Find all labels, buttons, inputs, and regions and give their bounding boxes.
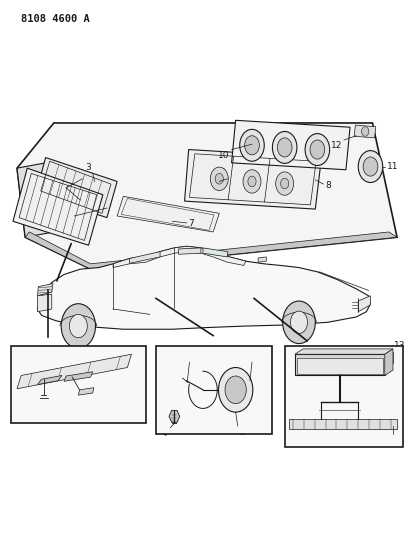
Text: 6: 6	[62, 214, 68, 223]
Bar	[288, 419, 396, 429]
Circle shape	[69, 314, 87, 338]
Bar	[155, 346, 272, 434]
Text: 12: 12	[330, 141, 341, 150]
Circle shape	[304, 134, 329, 165]
Polygon shape	[37, 246, 370, 329]
Polygon shape	[37, 294, 52, 312]
Polygon shape	[64, 372, 92, 381]
Polygon shape	[78, 387, 94, 395]
Circle shape	[247, 176, 256, 187]
Text: 1: 1	[184, 352, 190, 361]
Circle shape	[361, 127, 368, 136]
Polygon shape	[117, 196, 219, 232]
Bar	[296, 358, 382, 374]
Polygon shape	[113, 246, 245, 268]
Text: 8108 4600 A: 8108 4600 A	[21, 14, 90, 24]
Circle shape	[215, 173, 223, 184]
Text: 3: 3	[238, 427, 244, 437]
Polygon shape	[178, 248, 200, 254]
Bar	[294, 354, 384, 375]
Text: 2: 2	[253, 352, 258, 361]
Polygon shape	[357, 296, 370, 312]
Circle shape	[210, 167, 228, 190]
Text: 8: 8	[325, 181, 330, 190]
Polygon shape	[231, 120, 349, 169]
Text: 11: 11	[386, 162, 398, 171]
Text: 9: 9	[219, 168, 225, 177]
Polygon shape	[37, 375, 62, 384]
Circle shape	[244, 136, 259, 155]
Circle shape	[362, 157, 377, 176]
Text: 12: 12	[16, 407, 29, 416]
Polygon shape	[258, 257, 265, 262]
Polygon shape	[202, 248, 227, 257]
Polygon shape	[37, 284, 53, 296]
Bar	[11, 346, 145, 423]
Polygon shape	[13, 168, 103, 245]
Polygon shape	[35, 158, 117, 217]
Text: 10: 10	[218, 151, 229, 159]
Circle shape	[218, 368, 252, 412]
Circle shape	[290, 311, 307, 334]
Polygon shape	[17, 163, 54, 237]
Polygon shape	[17, 123, 396, 269]
Circle shape	[280, 178, 288, 189]
Polygon shape	[169, 410, 179, 422]
Circle shape	[309, 140, 324, 159]
Polygon shape	[384, 349, 392, 375]
Circle shape	[272, 132, 296, 164]
Polygon shape	[25, 232, 396, 269]
Text: 5: 5	[58, 183, 64, 192]
Circle shape	[276, 138, 291, 157]
Text: 7: 7	[188, 220, 194, 229]
Polygon shape	[184, 150, 321, 209]
Text: 14: 14	[393, 435, 405, 445]
Circle shape	[239, 130, 264, 161]
Circle shape	[61, 304, 95, 349]
Polygon shape	[129, 252, 160, 263]
Circle shape	[275, 172, 293, 195]
Circle shape	[225, 376, 246, 403]
Polygon shape	[17, 354, 131, 389]
Polygon shape	[294, 349, 392, 354]
Text: 13: 13	[393, 342, 405, 351]
Text: 4: 4	[162, 429, 167, 438]
Circle shape	[282, 301, 315, 344]
Bar	[284, 346, 402, 447]
Text: A: A	[26, 414, 31, 418]
Text: 3: 3	[85, 163, 90, 172]
Polygon shape	[353, 125, 375, 138]
Circle shape	[357, 151, 382, 182]
Circle shape	[243, 169, 261, 193]
